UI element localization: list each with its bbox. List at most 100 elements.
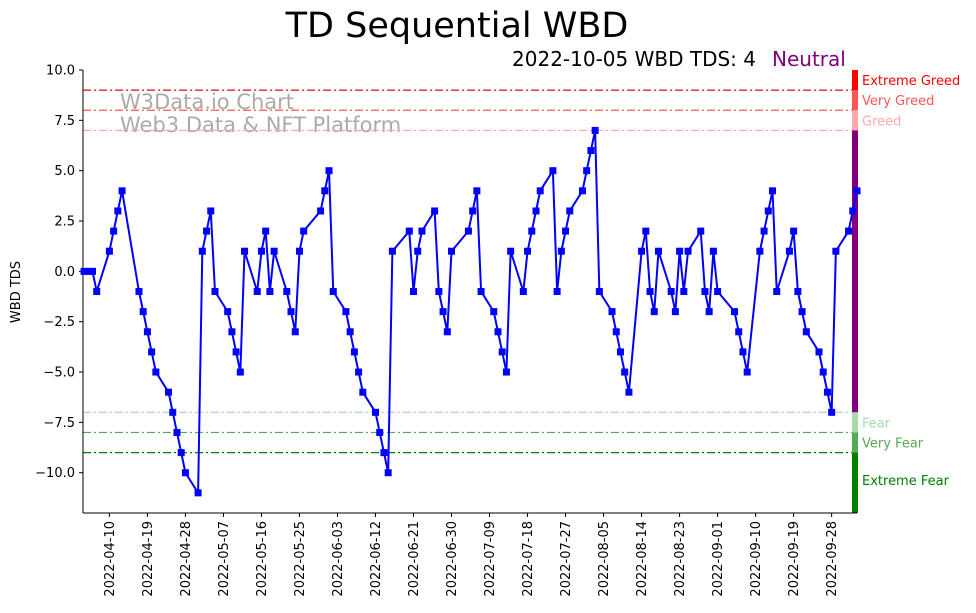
data-point xyxy=(566,207,574,215)
data-point xyxy=(236,368,244,376)
data-point xyxy=(498,348,506,356)
data-point xyxy=(562,227,570,235)
data-point xyxy=(439,308,447,316)
data-point xyxy=(118,187,126,195)
data-point xyxy=(608,308,616,316)
data-point xyxy=(410,288,418,295)
data-point xyxy=(802,328,810,336)
x-tick-label: 2022-05-16 xyxy=(255,521,270,597)
x-tick-label: 2022-04-10 xyxy=(103,521,118,597)
data-point xyxy=(473,187,481,195)
y-tick-label: −10.0 xyxy=(35,466,75,481)
data-point xyxy=(849,207,857,215)
x-tick-label: 2022-06-03 xyxy=(331,521,346,597)
level-label: Greed xyxy=(862,114,901,129)
data-point xyxy=(464,227,472,235)
data-point xyxy=(405,227,413,235)
y-tick-label: 2.5 xyxy=(54,215,75,230)
data-point xyxy=(671,308,679,316)
data-point xyxy=(557,247,565,255)
data-point xyxy=(241,247,249,255)
data-point xyxy=(371,408,379,416)
level-label: Fear xyxy=(862,416,891,431)
data-point xyxy=(697,227,705,235)
data-point xyxy=(105,247,113,255)
chart-title: TD Sequential WBD xyxy=(285,6,629,46)
data-point xyxy=(642,227,650,235)
x-tick-label: 2022-08-05 xyxy=(597,521,612,597)
data-point xyxy=(832,247,840,255)
data-point xyxy=(646,288,654,295)
data-point xyxy=(815,348,823,356)
level-band-extreme-fear xyxy=(852,452,858,513)
data-point xyxy=(388,247,396,255)
data-point xyxy=(735,328,743,336)
data-point xyxy=(739,348,747,356)
data-point xyxy=(553,288,561,295)
y-tick-label: −5.0 xyxy=(43,366,75,381)
data-point xyxy=(714,288,722,295)
data-point xyxy=(198,247,206,255)
data-point xyxy=(845,227,853,235)
data-point xyxy=(431,207,439,215)
data-point xyxy=(325,167,333,175)
data-point xyxy=(760,227,768,235)
level-band-neutral xyxy=(852,130,858,413)
data-point xyxy=(701,288,709,295)
data-point xyxy=(232,348,240,356)
data-point xyxy=(621,368,629,376)
data-point xyxy=(654,247,662,255)
data-point xyxy=(143,328,151,336)
data-point xyxy=(80,267,88,275)
data-point xyxy=(181,469,189,477)
data-point xyxy=(93,288,101,295)
data-point xyxy=(583,167,591,175)
series-line xyxy=(84,130,858,497)
x-tick-label: 2022-09-10 xyxy=(749,521,764,597)
data-point xyxy=(625,388,633,396)
data-point xyxy=(756,247,764,255)
data-point xyxy=(211,288,219,295)
data-point xyxy=(667,288,675,295)
data-point xyxy=(785,247,793,255)
data-point xyxy=(587,147,595,155)
data-point xyxy=(346,328,354,336)
data-point xyxy=(350,348,358,356)
data-point xyxy=(169,408,177,416)
data-point xyxy=(89,267,97,275)
y-tick-label: 5.0 xyxy=(54,164,75,179)
data-point xyxy=(549,167,557,175)
level-band-extreme-greed xyxy=(852,70,858,91)
data-point xyxy=(148,348,156,356)
watermark-line-2: Web3 Data & NFT Platform xyxy=(120,113,401,137)
data-point xyxy=(638,247,646,255)
data-point xyxy=(591,126,599,134)
data-point xyxy=(709,247,717,255)
data-point xyxy=(769,187,777,195)
y-tick-label: −2.5 xyxy=(43,315,75,330)
data-point xyxy=(291,328,299,336)
data-point xyxy=(84,267,92,275)
data-point xyxy=(650,308,658,316)
data-point xyxy=(139,308,147,316)
data-point xyxy=(853,187,861,195)
data-point xyxy=(317,207,325,215)
data-point xyxy=(477,288,485,295)
y-tick-label: 10.0 xyxy=(46,64,75,79)
data-point xyxy=(616,348,624,356)
data-point xyxy=(359,388,367,396)
level-label: Very Greed xyxy=(862,94,934,109)
data-point xyxy=(469,207,477,215)
y-tick-label: 7.5 xyxy=(54,114,75,129)
data-point xyxy=(435,288,443,295)
data-point xyxy=(376,428,384,436)
x-tick-label: 2022-09-01 xyxy=(711,521,726,597)
data-point xyxy=(684,247,692,255)
data-point xyxy=(110,227,118,235)
x-tick-label: 2022-06-30 xyxy=(445,521,460,597)
data-point xyxy=(194,489,202,497)
data-point xyxy=(300,227,308,235)
data-point xyxy=(266,288,274,295)
data-point xyxy=(823,388,831,396)
data-point xyxy=(443,328,451,336)
